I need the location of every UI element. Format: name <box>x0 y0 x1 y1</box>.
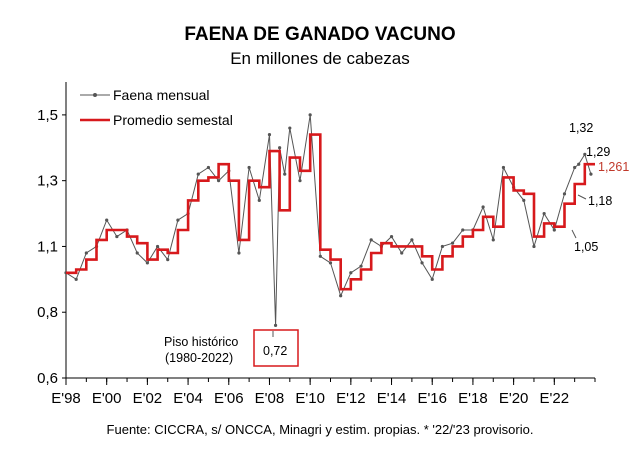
y-tick-label: 0,8 <box>37 304 58 321</box>
monthly-point <box>196 172 200 176</box>
legend: Faena mensual Promedio semestal <box>80 87 233 128</box>
recent-high-label: 1,32 <box>569 121 593 135</box>
monthly-point <box>237 251 241 255</box>
monthly-point <box>481 205 485 209</box>
monthly-point <box>389 234 394 239</box>
monthly-point <box>542 211 546 216</box>
x-tick-label: E'02 <box>133 390 163 407</box>
monthly-point <box>288 126 292 130</box>
min-annotation-period: (1980-2022) <box>165 351 233 365</box>
monthly-point <box>247 165 251 170</box>
monthly-point <box>420 261 424 265</box>
y-tick-label: 0,6 <box>37 370 58 387</box>
monthly-point <box>562 192 567 196</box>
monthly-point <box>176 218 180 222</box>
monthly-point <box>349 271 353 275</box>
y-tick-label: 1,3 <box>37 173 58 190</box>
chart-subtitle: En millones de cabezas <box>230 49 410 68</box>
monthly-point <box>461 228 465 232</box>
min-annotation: Piso histórico (1980-2022) 0,72 <box>164 329 299 367</box>
legend-semester-label: Promedio semestal <box>113 112 233 128</box>
semester-series-line <box>66 133 595 291</box>
monthly-point <box>216 179 221 183</box>
monthly-point <box>135 251 139 255</box>
monthly-point <box>400 251 404 255</box>
monthly-point <box>166 258 170 262</box>
x-tick-label: E'22 <box>540 390 570 407</box>
x-tick-label: E'14 <box>377 390 407 407</box>
monthly-point <box>115 234 119 239</box>
monthly-series-line <box>65 114 592 326</box>
x-tick-label: E'98 <box>51 390 81 407</box>
monthly-point <box>328 261 333 265</box>
monthly-point <box>278 146 282 150</box>
monthly-point <box>491 238 495 242</box>
monthly-point <box>74 277 78 281</box>
x-tick-label: E'12 <box>336 390 366 407</box>
min-annotation-value: 0,72 <box>263 344 287 358</box>
monthly-point <box>283 172 287 176</box>
monthly-point <box>84 251 88 255</box>
x-tick-label: E'04 <box>173 390 203 407</box>
monthly-point <box>273 323 278 327</box>
legend-monthly-marker <box>93 93 97 97</box>
recent-2-leader <box>577 194 587 200</box>
recent-annotations: 1,32 1,29 1,261 1,18 1,05 <box>569 121 629 254</box>
recent-avg-label: 1,261 <box>598 160 629 174</box>
recent-2-label: 1,18 <box>588 194 612 208</box>
chart-footer: Fuente: CICCRA, s/ ONCCA, Minagri y esti… <box>107 422 534 437</box>
legend-monthly-label: Faena mensual <box>113 87 210 103</box>
monthly-point <box>589 172 593 176</box>
monthly-point <box>359 264 363 268</box>
monthly-point <box>145 261 149 265</box>
monthly-point <box>308 113 312 117</box>
chart-title: FAENA DE GANADO VACUNO <box>184 24 455 45</box>
x-tick-label: E'10 <box>295 390 325 407</box>
x-tick-label: E'08 <box>255 390 285 407</box>
monthly-point <box>430 277 434 281</box>
monthly-point <box>583 152 587 156</box>
recent-1-label: 1,29 <box>586 145 610 159</box>
x-tick-label: E'18 <box>458 390 488 407</box>
monthly-point <box>573 165 577 170</box>
monthly-point <box>155 244 160 249</box>
x-tick-label: E'06 <box>214 390 244 407</box>
recent-low-label: 1,05 <box>574 240 598 254</box>
monthly-point <box>369 238 373 242</box>
monthly-point <box>532 244 536 249</box>
monthly-point <box>522 198 526 202</box>
monthly-point <box>257 198 261 202</box>
recent-low-leader <box>571 229 577 239</box>
monthly-point <box>577 162 581 166</box>
monthly-point <box>298 179 302 183</box>
x-tick-label: E'16 <box>417 390 447 407</box>
monthly-point <box>501 165 506 170</box>
x-tick-label: E'20 <box>499 390 529 407</box>
monthly-point <box>440 244 445 249</box>
y-tick-label: 1,5 <box>37 107 58 124</box>
min-annotation-box <box>253 329 299 367</box>
y-tick-labels: 0,6 0,8 1,1 1,3 1,5 <box>37 107 66 387</box>
monthly-point <box>206 165 211 170</box>
monthly-point <box>450 241 455 245</box>
x-tick-label: E'00 <box>92 390 122 407</box>
monthly-point <box>105 218 109 222</box>
monthly-point <box>318 254 322 258</box>
y-tick-label: 1,1 <box>37 238 58 255</box>
monthly-point <box>410 238 414 242</box>
x-tick-labels: E'98 E'00 E'02 E'04 E'06 E'08 E'10 E'12 E'14 E'16… <box>51 378 569 407</box>
monthly-point <box>339 294 343 298</box>
monthly-point <box>267 133 272 137</box>
monthly-series-points <box>64 113 593 327</box>
min-annotation-title: Piso histórico <box>164 335 238 349</box>
monthly-point <box>552 228 556 232</box>
